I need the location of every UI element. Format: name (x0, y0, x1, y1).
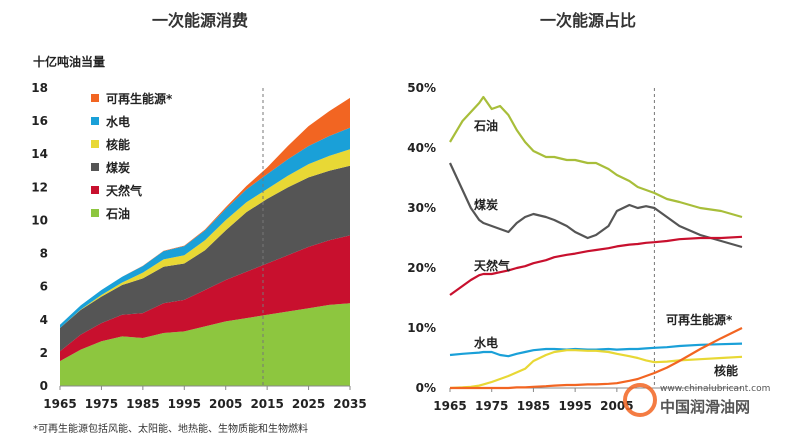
area-2 (60, 165, 350, 352)
area-4 (60, 127, 350, 329)
left-y-tick-label: 2 (40, 346, 48, 360)
line-series-2 (449, 235, 743, 296)
right-y-tick-label: 0% (416, 381, 436, 395)
watermark-logo (623, 383, 657, 417)
area-5 (60, 97, 350, 325)
right-y-tick-label: 30% (407, 201, 436, 215)
right-y-tick-label: 50% (407, 81, 436, 95)
legend-swatch (91, 186, 99, 194)
series-label: 煤炭 (474, 197, 498, 212)
left-y-tick-label: 4 (40, 313, 48, 327)
left-y-tick-label: 18 (31, 81, 48, 95)
right-y-tick-label: 10% (407, 321, 436, 335)
watermark-name: 中国润滑油网 (660, 398, 750, 416)
legend-label: 水电 (106, 114, 130, 129)
watermark-url: www.chinalubricant.com (660, 384, 770, 394)
left-y-axis-label: 十亿吨油当量 (33, 54, 105, 69)
line-series-4 (449, 349, 743, 390)
legend-swatch (91, 140, 99, 148)
left-x-tick-label: 1975 (85, 397, 118, 411)
right-chart: 一次能源占比 0% 10% 20% 30% 40% 50% 1965 1975 1985 1995… (407, 11, 743, 413)
left-area-layers (60, 97, 350, 386)
line-series-0 (449, 95, 743, 219)
legend-swatch (91, 94, 99, 102)
legend-swatch (91, 209, 99, 217)
left-x-tick-label: 2035 (333, 397, 366, 411)
left-x-tick-label: 2015 (250, 397, 283, 411)
legend-label: 核能 (106, 137, 130, 152)
right-y-tick-label: 20% (407, 261, 436, 275)
left-x-tick-label: 1965 (43, 397, 76, 411)
left-y-tick-label: 0 (40, 379, 48, 393)
left-y-tick-label: 10 (31, 213, 48, 227)
right-axes: 0%10%20%30%40%50%1965 1975 1985 1995 2005 (407, 81, 742, 413)
right-x-tick-label: 1965 (433, 399, 466, 413)
area-1 (60, 235, 350, 362)
left-x-tick-label: 1995 (168, 397, 201, 411)
watermark: www.chinalubricant.com 中国润滑油网 (623, 383, 770, 417)
left-y-tick-label: 12 (31, 180, 48, 194)
left-x-tick-label: 2005 (209, 397, 242, 411)
right-line-series (449, 95, 743, 390)
legend-label: 石油 (105, 206, 130, 221)
legend-swatch (91, 117, 99, 125)
right-chart-title: 一次能源占比 (540, 11, 636, 30)
left-x-tick-label: 1985 (126, 397, 159, 411)
series-label: 可再生能源* (666, 312, 733, 327)
left-chart-title: 一次能源消费 (152, 11, 248, 30)
series-label: 水电 (474, 335, 498, 350)
area-0 (60, 303, 350, 386)
line-series-1 (449, 162, 743, 249)
area-3 (60, 149, 350, 329)
right-y-tick-label: 40% (407, 141, 436, 155)
left-chart: 一次能源消费 十亿吨油当量 0 2 4 6 8 10 12 14 16 18 1965 1975 198… (31, 11, 366, 435)
left-axes: 0 2 4 6 8 10 12 14 16 18 1965 1975 1985 1995 2005 2015 2… (31, 81, 366, 411)
legend-label: 可再生能源* (106, 91, 173, 106)
left-footnote: *可再生能源包括风能、太阳能、地热能、生物质能和生物燃料 (33, 422, 308, 435)
right-x-tick-label: 1975 (475, 399, 508, 413)
left-y-tick-label: 16 (31, 114, 48, 128)
left-y-tick-label: 14 (31, 147, 48, 161)
legend-label: 煤炭 (106, 160, 130, 175)
right-x-tick-label: 1995 (558, 399, 591, 413)
line-series-5 (450, 327, 743, 390)
left-y-tick-label: 8 (40, 247, 48, 261)
series-label: 石油 (473, 118, 498, 133)
legend-swatch (91, 163, 99, 171)
right-x-tick-label: 1985 (517, 399, 550, 413)
series-label: 天然气 (474, 258, 510, 273)
legend-label: 天然气 (106, 183, 142, 198)
series-label: 核能 (714, 363, 738, 378)
left-y-tick-label: 6 (40, 280, 48, 294)
left-x-tick-label: 2025 (292, 397, 325, 411)
